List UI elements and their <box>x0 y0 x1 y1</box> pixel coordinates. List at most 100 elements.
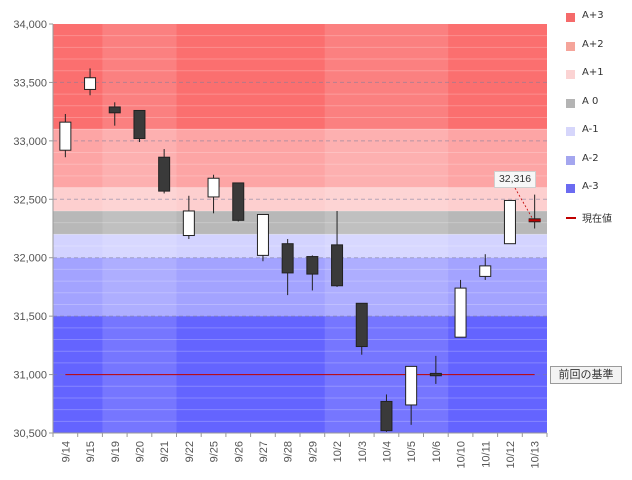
candle-body <box>380 400 393 432</box>
legend-label: A-2 <box>582 152 599 164</box>
current-value-callout: 32,316 <box>494 171 536 188</box>
y-tick-label: 34,000 <box>13 19 47 31</box>
x-tick-label: 9/21 <box>159 441 171 462</box>
y-tick-label: 32,000 <box>13 253 47 265</box>
candle <box>207 174 220 214</box>
previous-baseline-label: 前回の基準 <box>550 366 622 384</box>
candle-body <box>108 106 121 114</box>
candle-body <box>355 302 368 348</box>
candle-body <box>256 213 269 256</box>
x-tick-label: 9/22 <box>184 441 196 462</box>
candle-body <box>232 182 245 221</box>
x-tick-label: 10/6 <box>431 441 443 462</box>
candle <box>454 279 467 338</box>
x-tick-label: 9/29 <box>307 441 319 462</box>
x-tick-label: 9/14 <box>60 441 72 462</box>
x-tick-label: 9/25 <box>209 441 221 462</box>
candle-body <box>281 243 294 274</box>
candle <box>503 199 516 245</box>
legend-item-a-plus-1: A+1 <box>566 65 632 94</box>
candle <box>528 194 541 229</box>
legend-swatch <box>566 127 575 136</box>
y-tick-label: 31,500 <box>13 311 47 323</box>
x-tick-label: 9/26 <box>233 441 245 462</box>
candle-body <box>306 256 319 275</box>
y-tick-label: 30,500 <box>13 428 47 440</box>
legend-item-a-plus-2: A+2 <box>566 37 632 66</box>
legend-swatch <box>566 155 575 165</box>
candle-body <box>84 77 97 90</box>
candle-body <box>59 121 72 151</box>
zone-band <box>53 234 547 258</box>
axis-labels: 30,500 31,000 31,500 32,000 32,500 33,000 33,5… <box>13 19 541 469</box>
candle <box>479 254 492 280</box>
x-tick-label: 10/11 <box>480 441 492 468</box>
legend-swatch <box>566 41 575 51</box>
candle <box>380 394 393 432</box>
axes <box>49 23 548 437</box>
legend-label: A+2 <box>582 38 604 50</box>
legend-swatch <box>566 98 575 108</box>
legend-swatch <box>566 184 575 193</box>
legend-line <box>566 216 576 219</box>
candle <box>182 195 195 240</box>
x-tick-label: 10/4 <box>381 441 393 462</box>
x-tick-label: 9/15 <box>85 441 97 462</box>
candles <box>59 68 541 432</box>
legend-item-a-minus-1: A-1 <box>566 122 632 151</box>
x-tick-label: 10/13 <box>530 441 542 469</box>
candle-body <box>479 265 492 277</box>
current-value-leader <box>514 187 533 219</box>
candle-body <box>405 365 418 406</box>
y-tick-label: 31,000 <box>13 370 47 382</box>
candle-body <box>207 177 220 198</box>
candle-body <box>454 287 467 338</box>
legend-swatch <box>566 13 575 22</box>
legend-item-a-minus-2: A-2 <box>566 151 632 180</box>
zone-band <box>53 210 547 235</box>
legend-label: A 0 <box>582 95 599 107</box>
x-tick-label: 9/27 <box>258 441 270 462</box>
candle <box>232 182 245 222</box>
candle <box>84 68 97 96</box>
legend-item-a-plus-3: A+3 <box>566 8 632 37</box>
x-tick-label: 10/3 <box>357 441 369 462</box>
candle <box>306 255 319 291</box>
gridlines <box>53 35 547 422</box>
legend-label: A-1 <box>582 124 599 135</box>
y-tick-label: 33,500 <box>13 77 47 89</box>
legend-item-a-0: A 0 <box>566 94 632 123</box>
candle <box>355 302 368 355</box>
x-tick-label: 10/2 <box>332 441 344 462</box>
candle-body <box>182 210 195 237</box>
candle-body <box>503 199 516 245</box>
legend-label: 現在値 <box>582 213 612 225</box>
candle <box>281 239 294 296</box>
week-shade <box>324 24 449 433</box>
x-tick-label: 9/20 <box>134 441 146 462</box>
y-tick-label: 32,500 <box>13 194 47 206</box>
legend-item-current-value: 現在値 <box>566 208 632 237</box>
candle-body <box>158 156 171 192</box>
candle <box>429 355 442 384</box>
x-tick-label: 9/28 <box>283 441 295 462</box>
y-tick-label: 33,000 <box>13 136 47 148</box>
baseline-layer <box>65 187 535 376</box>
legend-swatch <box>566 70 575 79</box>
legend-label: A+3 <box>582 10 604 21</box>
week-shade <box>102 24 177 433</box>
candle-body <box>331 244 344 287</box>
legend-label: A-3 <box>582 181 599 192</box>
x-tick-label: 9/19 <box>110 441 122 462</box>
candle <box>405 365 418 425</box>
candle <box>158 149 171 194</box>
candle-body <box>429 372 442 377</box>
x-tick-label: 10/10 <box>456 441 468 469</box>
legend: A+3 A+2 A+1 A 0 A-1 A-2 A-3 現在値 <box>566 8 632 236</box>
candle <box>256 213 269 262</box>
candle <box>133 109 146 143</box>
candle-body <box>133 109 146 140</box>
candle <box>331 210 344 287</box>
x-tick-label: 10/5 <box>406 441 418 462</box>
